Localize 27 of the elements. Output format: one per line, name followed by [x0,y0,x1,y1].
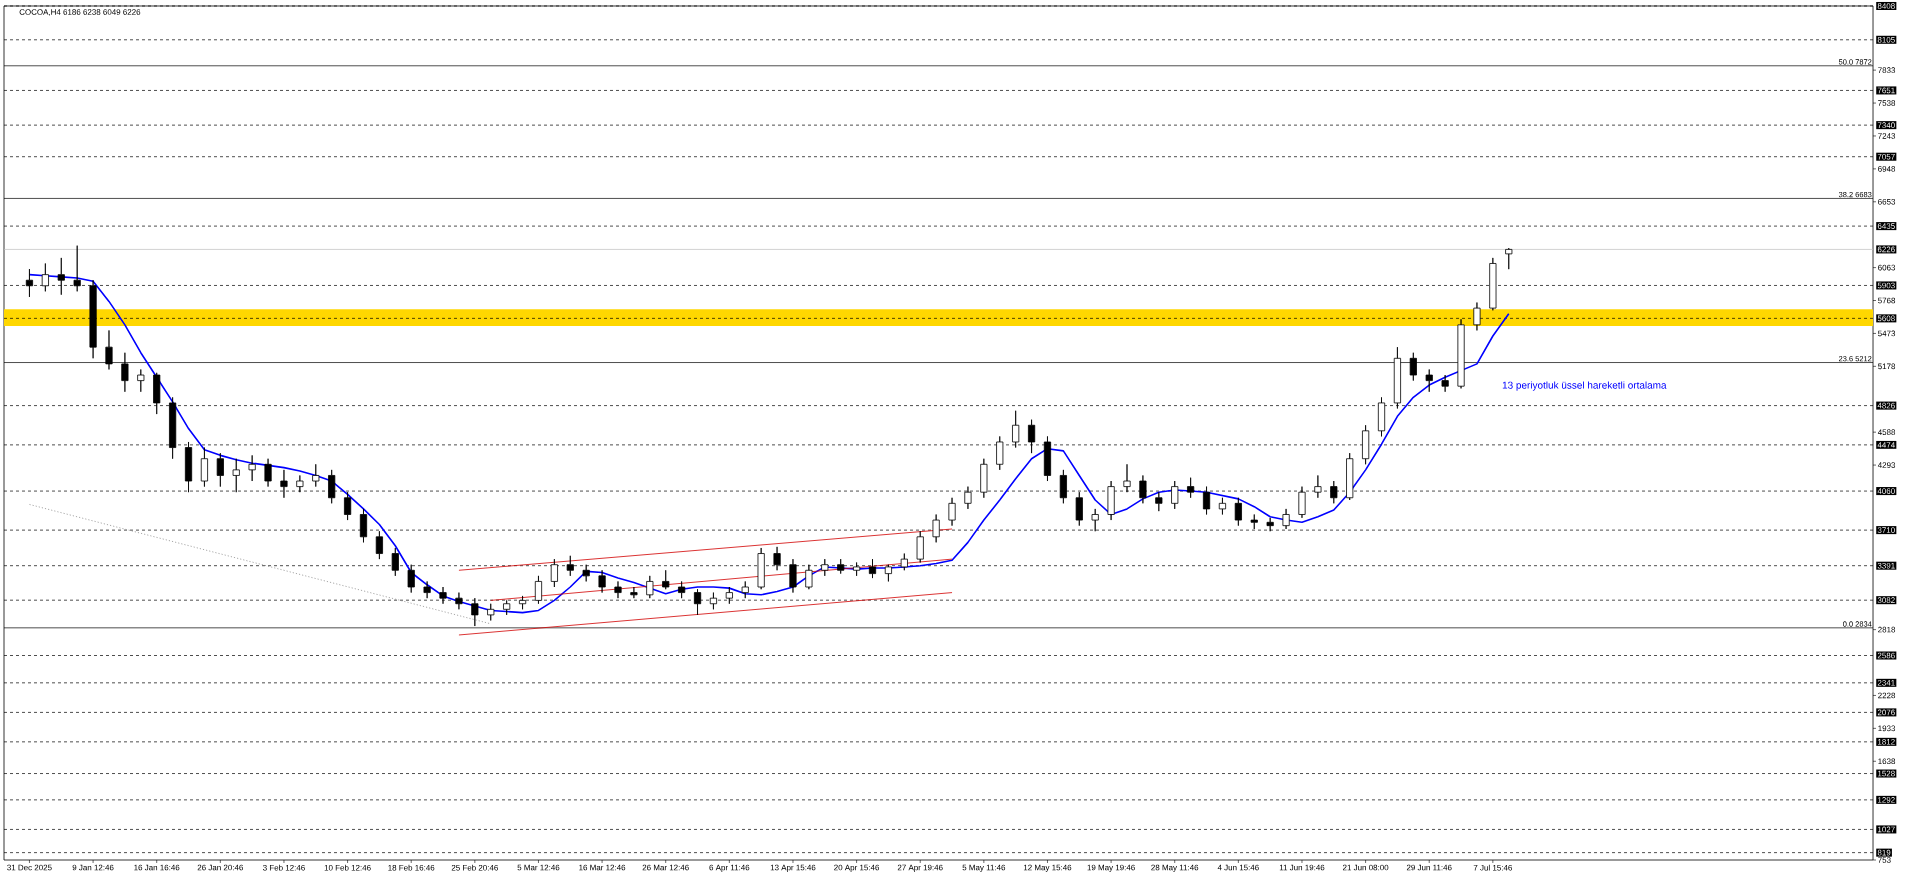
candlestick [662,569,670,590]
annotation: 13 periyotluk üssel hareketli ortalama [1502,381,1667,391]
candlestick [248,454,256,482]
candlestick [1425,369,1433,393]
candlestick [598,569,606,593]
candlestick [312,463,320,487]
candlestick [741,581,749,599]
candlestick [948,497,956,527]
candlestick [1441,374,1449,393]
candlestick [1218,497,1227,515]
candlestick [884,564,892,582]
candlestick [646,575,654,599]
candlestick [1234,497,1242,527]
candlestick [200,447,209,487]
candlestick [137,369,145,393]
candlestick [487,603,495,621]
candlestick [375,530,383,560]
candlestick [614,581,622,599]
candlestick [678,581,686,599]
candlestick [216,452,224,487]
candlestick [264,458,272,487]
candlestick [1282,508,1290,530]
candlestick [423,581,431,599]
candlestick [455,592,463,610]
candlestick [916,530,924,563]
candlestick [1505,247,1513,270]
candlestick [630,586,638,599]
